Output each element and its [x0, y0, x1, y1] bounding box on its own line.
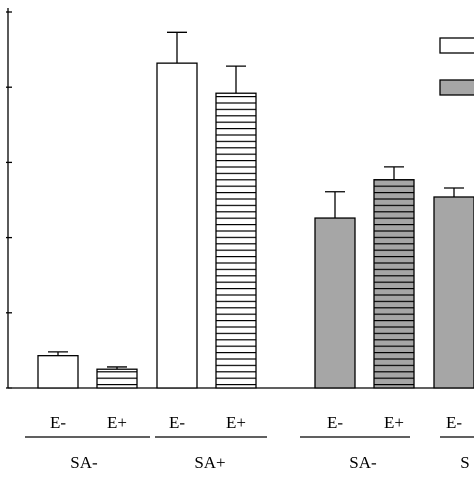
legend — [439, 37, 474, 96]
group-label: SA+ — [194, 453, 225, 472]
category-label: E- — [169, 413, 185, 432]
group-label: SA- — [70, 453, 98, 472]
bar — [215, 92, 257, 389]
bar — [37, 355, 79, 389]
bar — [96, 368, 138, 389]
category-label: E- — [50, 413, 66, 432]
group-label: SA- — [349, 453, 377, 472]
group-label: S — [460, 453, 469, 472]
bar — [433, 196, 474, 389]
category-label: E+ — [384, 413, 404, 432]
bar-group — [96, 366, 138, 389]
bar — [373, 179, 415, 389]
legend-swatch — [439, 79, 474, 96]
bar-group — [156, 31, 198, 389]
category-label: E+ — [107, 413, 127, 432]
category-label: E- — [327, 413, 343, 432]
bar-group — [215, 65, 257, 389]
bar-group — [433, 187, 474, 389]
label-layer: E- E+ E- E+ E- E+ E- SA- SA+ SA- S — [25, 413, 474, 472]
bar-group — [373, 166, 415, 389]
category-label: E- — [446, 413, 462, 432]
bar-group — [314, 191, 356, 389]
bar — [314, 217, 356, 389]
category-label: E+ — [226, 413, 246, 432]
bar — [156, 62, 198, 389]
bar-layer — [37, 31, 474, 389]
legend-swatch — [439, 37, 474, 54]
bar-group — [37, 351, 79, 389]
